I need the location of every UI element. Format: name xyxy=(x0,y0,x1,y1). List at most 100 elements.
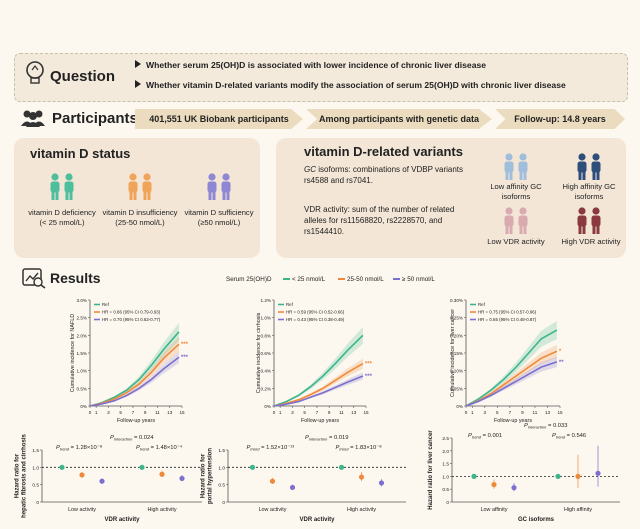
y-tick-label: 1.5 xyxy=(442,462,449,468)
ci-band xyxy=(466,356,557,406)
x-axis-label: Follow-up years xyxy=(301,418,339,424)
x-axis-label: VDR activity xyxy=(299,517,335,523)
y-tick-label: 1.5 xyxy=(218,448,225,454)
legend-label: Ref xyxy=(478,302,486,307)
y-tick-label: 0.5% xyxy=(77,386,87,391)
gc-desc: isoforms: combinations of VDBP variants … xyxy=(304,165,464,185)
x-tick-label: 15 xyxy=(363,410,369,415)
y-axis-label: Cumulative incidence for NAFLD xyxy=(70,314,76,392)
y-tick-label: 2.0% xyxy=(77,333,87,338)
forest-plot-1: 0 0.5 1.0 1.5 Low activity High activity VDR a… xyxy=(15,433,202,523)
x-tick-label: 11 xyxy=(533,410,538,415)
series-line xyxy=(273,375,364,407)
hr-point xyxy=(269,478,276,484)
person-pair-icon xyxy=(577,153,601,180)
legend-label: HR = 0.75 (95% CI 0.57-0.96) xyxy=(478,310,537,315)
group-label: High activity xyxy=(347,507,376,513)
significance-stars: * xyxy=(559,349,562,355)
group-label: High affinity xyxy=(564,507,592,513)
group-label: Low activity xyxy=(259,507,287,513)
x-tick-label: 9 xyxy=(328,410,331,415)
question-item-2-text: Whether vitamin D-related variants modif… xyxy=(146,80,566,90)
y-tick-label: 0.15% xyxy=(450,351,463,356)
y-tick-label: 1.0 xyxy=(442,474,449,480)
p-value: = 1.52×10⁻¹³ xyxy=(260,445,295,451)
significance-stars: *** xyxy=(181,342,189,348)
y-tick-label: 0.6% xyxy=(261,351,271,356)
p-value: = 0.019 xyxy=(327,435,348,441)
y-tick-label: 2.5% xyxy=(77,316,87,321)
hr-point xyxy=(159,471,165,477)
p-interaction: Pinteraction = 0.033 xyxy=(524,423,567,430)
legend-label: < 25 nmol/L xyxy=(292,276,326,283)
y-tick-label: 2.0 xyxy=(442,449,449,455)
legend-label: HR = 0.86 (95% CI 0.79-0.93) xyxy=(102,310,161,315)
y-axis-label: Cumulative incidence for cirrhosis xyxy=(256,312,262,393)
legend-label: HR = 0.65 (95% CI 0.48-0.87) xyxy=(478,317,537,322)
series-line xyxy=(273,362,364,407)
p-value: = 0.546 xyxy=(565,433,586,439)
arrow-icon xyxy=(135,80,141,88)
x-tick-label: 5 xyxy=(119,410,122,415)
y-tick-label: 0 xyxy=(446,500,449,506)
y-tick-label: 0% xyxy=(80,404,87,409)
person-pair-icon xyxy=(128,173,152,200)
p-sub: trend xyxy=(140,447,150,452)
high-vdr-label: High VDR activity xyxy=(561,237,621,246)
x-tick-label: 7 xyxy=(509,410,512,415)
y-tick-label: 1.0% xyxy=(261,316,271,321)
people-icon xyxy=(21,110,45,127)
legend-label: HR = 0.70 (95% CI 0.63-0.77) xyxy=(102,317,161,322)
participants-step-2: Among participants with genetic data xyxy=(306,109,492,129)
participants-title: Participants xyxy=(52,110,138,127)
cumulative-chart-1: 0%0.5%1.0%1.5%2.0%2.5%3.0%0 1 3 5 7 9 11 13 15Fo… xyxy=(70,298,189,424)
y-tick-label: 0.25% xyxy=(450,316,463,321)
person-pair-icon xyxy=(504,153,528,180)
y-axis-label: Hazard ratio for xyxy=(201,453,207,498)
hr-point xyxy=(555,473,561,479)
vitd-insufficiency-range: (25-50 nmol/L) xyxy=(115,218,165,228)
question-item-2: Whether vitamin D-related variants modif… xyxy=(135,80,566,90)
hr-point xyxy=(378,480,385,486)
y-tick-label: 0.8% xyxy=(261,333,271,338)
y-tick-label: 1.0 xyxy=(32,465,39,471)
y-tick-label: 0% xyxy=(264,404,271,409)
ci-band xyxy=(466,320,557,406)
cumulative-chart-2: 0%0.2%0.4%0.6%0.8%1.0%1.2%0 1 3 5 7 9 11 13 15Fo… xyxy=(256,298,373,424)
vitamin-d-status-title: vitamin D status xyxy=(30,146,131,161)
p-trend: Ptrend = 0.001 xyxy=(468,433,502,440)
participants-step-3: Follow-up: 14.8 years xyxy=(495,109,625,129)
y-tick-label: 0.5 xyxy=(218,483,225,489)
hr-point xyxy=(358,474,365,480)
hr-point xyxy=(338,464,345,470)
p-trend: Ptrend = 1.28×10⁻⁸ xyxy=(56,444,103,452)
significance-stars: *** xyxy=(365,362,373,368)
p-sub: interaction xyxy=(309,437,328,442)
y-tick-label: 0.05% xyxy=(450,386,463,391)
x-tick-label: 7 xyxy=(132,410,135,415)
person-pair-icon xyxy=(207,173,231,200)
results-title: Results xyxy=(50,270,101,286)
x-tick-label: 1 xyxy=(95,410,98,415)
legend-label: HR = 0.43 (95% CI 0.38-0.49) xyxy=(286,317,345,322)
y-tick-label: 0 xyxy=(36,500,39,506)
high-affinity-gc-label: High affinity GC isoforms xyxy=(562,182,616,202)
vitd-sufficiency-label: vitamin D sufficiency (≥50 nmol/L) xyxy=(178,208,260,229)
p-trend: Ptrend = 1.83×10⁻⁸ xyxy=(336,444,383,452)
participants-step-1: 401,551 UK Biobank participants xyxy=(135,109,303,129)
hr-point xyxy=(595,470,601,476)
variants-title: vitamin D-related variants xyxy=(304,144,463,159)
x-tick-label: 13 xyxy=(167,410,173,415)
question-item-1-text: Whether serum 25(OH)D is associated with… xyxy=(146,60,487,70)
y-tick-label: 0.10% xyxy=(450,369,463,374)
vitd-deficiency-label: vitamin D deficiency (< 25 nmol/L) xyxy=(22,208,102,229)
x-tick-label: 15 xyxy=(179,410,185,415)
y-tick-label: 0.2% xyxy=(261,386,271,391)
significance-stars: ** xyxy=(559,360,564,366)
x-tick-label: 1 xyxy=(471,410,474,415)
hr-point xyxy=(289,484,296,491)
p-sub: trend xyxy=(339,447,349,452)
hr-point xyxy=(59,464,65,470)
p-interaction: Pinteraction = 0.019 xyxy=(305,435,348,442)
y-tick-label: 0 xyxy=(222,500,225,506)
